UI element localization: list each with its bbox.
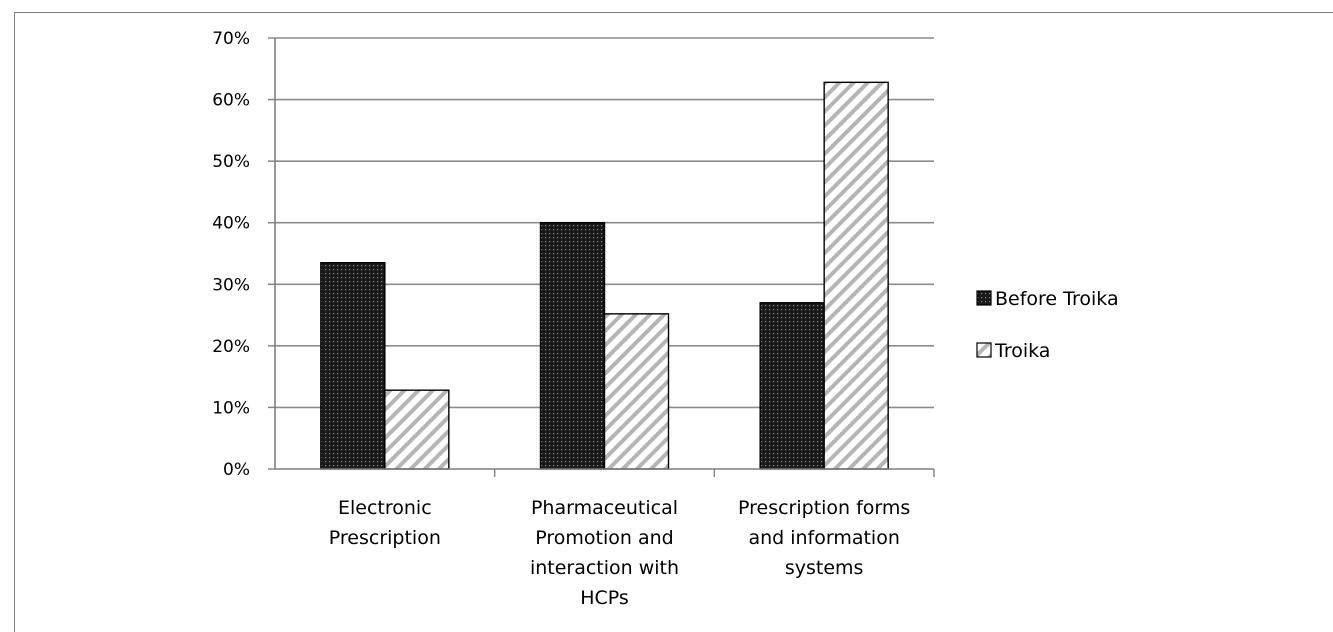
- y-tick-label: 30%: [212, 275, 250, 295]
- legend-label: Before Troika: [995, 288, 1119, 310]
- y-tick-label: 50%: [212, 152, 250, 172]
- chart-frame: [14, 12, 1333, 632]
- y-tick-label: 70%: [212, 29, 250, 49]
- bar-troika: [823, 81, 889, 470]
- y-tick-label: 60%: [212, 91, 250, 111]
- x-category-label: HCPs: [580, 587, 629, 609]
- axes: [268, 37, 935, 477]
- y-tick-label: 10%: [212, 398, 250, 418]
- x-category-label: Promotion and: [535, 527, 673, 549]
- x-category-label: Pharmaceutical: [531, 497, 678, 519]
- y-tick-label: 0%: [223, 460, 250, 480]
- bars: [320, 81, 889, 470]
- x-axis-category-labels: Electronic Prescription Pharmaceutical Prom…: [329, 497, 911, 609]
- x-category-label: systems: [785, 557, 864, 579]
- x-category-label: Prescription: [329, 527, 441, 549]
- bar-before-troika: [759, 302, 825, 470]
- legend-swatch-troika: [976, 342, 992, 358]
- y-axis-tick-labels: 0% 10% 20% 30% 40% 50% 60% 70%: [212, 29, 250, 480]
- bar-troika: [603, 313, 670, 470]
- x-category-label: Prescription forms: [738, 497, 910, 519]
- y-tick-label: 20%: [212, 337, 250, 357]
- x-category-label: Electronic: [338, 497, 432, 519]
- bar-troika: [384, 389, 450, 470]
- legend-label: Troika: [994, 340, 1050, 362]
- legend-swatch-before-troika: [976, 290, 992, 306]
- bar-before-troika: [320, 262, 386, 470]
- y-tick-label: 40%: [212, 214, 250, 234]
- bar-before-troika: [539, 222, 606, 470]
- x-category-label: and information: [748, 527, 899, 549]
- legend: Before Troika Troika: [976, 288, 1119, 362]
- x-category-label: interaction with: [530, 557, 679, 579]
